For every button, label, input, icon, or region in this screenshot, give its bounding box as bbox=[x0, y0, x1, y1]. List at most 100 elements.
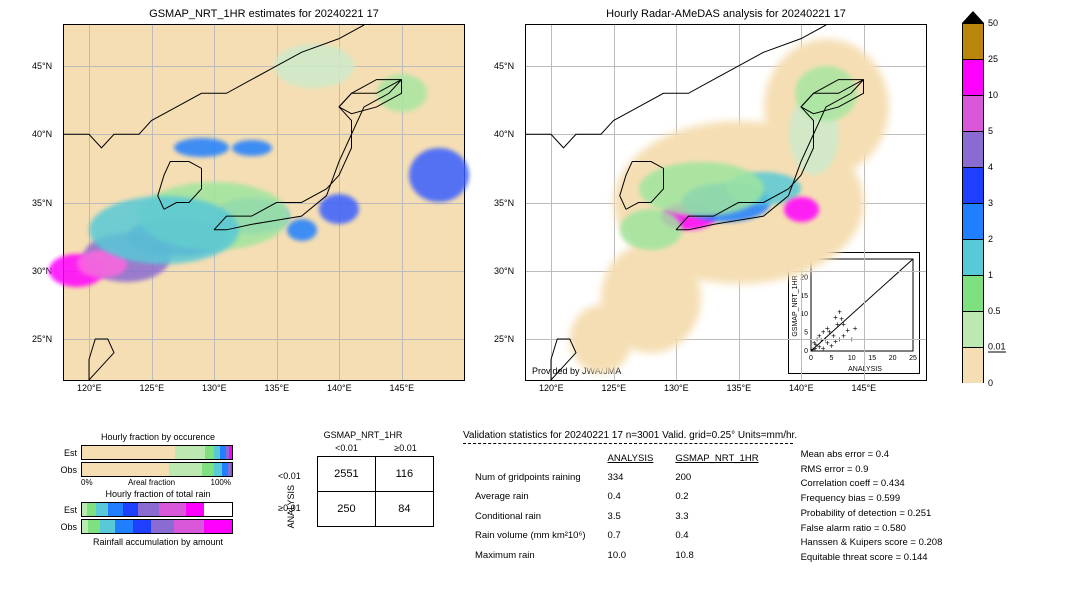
occurrence-title: Hourly fraction by occurence bbox=[53, 432, 263, 442]
totalrain-title: Hourly fraction of total rain bbox=[53, 489, 263, 499]
vstats-row-label: Average rain bbox=[465, 488, 596, 505]
vstats-hdr-0: ANALYSIS bbox=[598, 450, 664, 467]
vstats-cell-b: 10.8 bbox=[665, 546, 768, 563]
vstats-metrics: Mean abs error = 0.4RMS error = 0.9Corre… bbox=[801, 448, 943, 566]
frac-row-label: Est bbox=[53, 505, 77, 515]
xtick-label: 145°E bbox=[390, 383, 415, 393]
svg-text:0: 0 bbox=[804, 348, 808, 355]
vstats-table: ANALYSISGSMAP_NRT_1HR Num of gridpoints … bbox=[463, 448, 771, 566]
ytick-label: 25°N bbox=[494, 334, 514, 344]
svg-text:5: 5 bbox=[804, 330, 808, 337]
vstats-cell-b: 0.2 bbox=[665, 488, 768, 505]
svg-text:+: + bbox=[825, 324, 830, 333]
svg-text:+: + bbox=[821, 328, 826, 337]
matrix-table: 2551116 25084 bbox=[317, 456, 434, 527]
matrix-col-title: GSMAP_NRT_1HR bbox=[278, 430, 448, 440]
colorbar-label: 10 bbox=[988, 90, 998, 100]
vstats-cell-b: 0.4 bbox=[665, 527, 768, 544]
colorbar: 502510543210.50.010 bbox=[962, 23, 984, 383]
validation-stats: Validation statistics for 20240221 17 n=… bbox=[463, 430, 1072, 566]
vstats-metric: False alarm ratio = 0.580 bbox=[801, 522, 943, 537]
right-map-title: Hourly Radar-AMeDAS analysis for 2024022… bbox=[525, 8, 927, 20]
xtick-label: 120°E bbox=[77, 383, 102, 393]
matrix-cell-00: 2551 bbox=[317, 457, 375, 492]
vstats-cell-a: 0.7 bbox=[598, 527, 664, 544]
colorbar-arrow-icon bbox=[962, 11, 984, 23]
colorbar-label: 4 bbox=[988, 162, 993, 172]
divider bbox=[463, 443, 793, 444]
ytick-label: 35°N bbox=[32, 198, 52, 208]
ytick-label: 35°N bbox=[494, 198, 514, 208]
vstats-metric: Mean abs error = 0.4 bbox=[801, 448, 943, 463]
right-map: 00551010151520202525++++++++++++++++++++… bbox=[525, 24, 927, 381]
svg-text:+: + bbox=[837, 307, 842, 316]
vstats-cell-a: 334 bbox=[598, 469, 664, 486]
svg-text:10: 10 bbox=[848, 355, 856, 362]
left-map-panel: GSMAP_NRT_1HR estimates for 20240221 17 … bbox=[63, 8, 465, 403]
vstats-metric: Frequency bias = 0.599 bbox=[801, 492, 943, 507]
svg-text:ANALYSIS: ANALYSIS bbox=[848, 366, 882, 373]
xtick-label: 125°E bbox=[140, 383, 165, 393]
matrix-row-title: ANALYSIS bbox=[286, 485, 296, 528]
contingency-matrix: ANALYSIS GSMAP_NRT_1HR <0.01 ≥0.01 <0.01… bbox=[278, 430, 448, 566]
ytick-label: 45°N bbox=[32, 61, 52, 71]
xtick-label: 145°E bbox=[852, 383, 877, 393]
vstats-metric: Hanssen & Kuipers score = 0.208 bbox=[801, 536, 943, 551]
svg-text:0: 0 bbox=[809, 355, 813, 362]
left-map: 120°E125°E130°E135°E140°E145°E25°N30°N35… bbox=[63, 24, 465, 381]
vstats-metric: Correlation coeff = 0.434 bbox=[801, 477, 943, 492]
vstats-metric: Probability of detection = 0.251 bbox=[801, 507, 943, 522]
matrix-col-hdr-1: ≥0.01 bbox=[377, 442, 434, 454]
axis-max: 100% bbox=[211, 478, 231, 487]
vstats-title: Validation statistics for 20240221 17 n=… bbox=[463, 430, 1072, 441]
ytick-label: 40°N bbox=[494, 129, 514, 139]
colorbar-label: 25 bbox=[988, 54, 998, 64]
fraction-panel: Hourly fraction by occurence Est Obs 0% A… bbox=[53, 430, 263, 566]
matrix-cell-11: 84 bbox=[375, 492, 433, 527]
right-map-panel: Hourly Radar-AMeDAS analysis for 2024022… bbox=[525, 8, 927, 403]
vstats-row-label: Rain volume (mm km²10⁶) bbox=[465, 527, 596, 544]
colorbar-label: 5 bbox=[988, 126, 993, 136]
vstats-cell-b: 3.3 bbox=[665, 508, 768, 525]
occurrence-bars: Est Obs bbox=[53, 444, 263, 478]
vstats-metric: Equitable threat score = 0.144 bbox=[801, 551, 943, 566]
bottom-row: Hourly fraction by occurence Est Obs 0% A… bbox=[8, 430, 1072, 566]
vstats-cell-a: 10.0 bbox=[598, 546, 664, 563]
colorbar-label: 2 bbox=[988, 234, 993, 244]
svg-text:15: 15 bbox=[868, 355, 876, 362]
matrix-cell-01: 116 bbox=[375, 457, 433, 492]
svg-text:20: 20 bbox=[889, 355, 897, 362]
xtick-label: 135°E bbox=[265, 383, 290, 393]
vstats-row-label: Conditional rain bbox=[465, 508, 596, 525]
xtick-label: 135°E bbox=[727, 383, 752, 393]
top-row: GSMAP_NRT_1HR estimates for 20240221 17 … bbox=[8, 8, 1072, 403]
xtick-label: 125°E bbox=[602, 383, 627, 393]
xtick-label: 140°E bbox=[327, 383, 352, 393]
axis-min: 0% bbox=[81, 478, 93, 487]
totalrain-axis-title: Rainfall accumulation by amount bbox=[53, 537, 263, 547]
vstats-row-label: Maximum rain bbox=[465, 546, 596, 563]
svg-text:25: 25 bbox=[909, 355, 917, 362]
colorbar-label: 0.5 bbox=[988, 306, 1001, 316]
svg-text:+: + bbox=[845, 326, 850, 335]
ytick-label: 45°N bbox=[494, 61, 514, 71]
frac-row-label: Obs bbox=[53, 465, 77, 475]
left-map-title: GSMAP_NRT_1HR estimates for 20240221 17 bbox=[63, 8, 465, 20]
frac-row-label: Obs bbox=[53, 522, 77, 532]
vstats-cell-a: 3.5 bbox=[598, 508, 664, 525]
ytick-label: 25°N bbox=[32, 334, 52, 344]
occurrence-axis: 0% Areal fraction 100% bbox=[81, 478, 231, 487]
svg-text:+: + bbox=[841, 320, 846, 329]
vstats-metric: RMS error = 0.9 bbox=[801, 463, 943, 478]
vstats-cell-b: 200 bbox=[665, 469, 768, 486]
xtick-label: 130°E bbox=[664, 383, 689, 393]
svg-text:5: 5 bbox=[829, 355, 833, 362]
vstats-row-label: Num of gridpoints raining bbox=[465, 469, 596, 486]
ytick-label: 30°N bbox=[494, 266, 514, 276]
colorbar-label: 50 bbox=[988, 18, 998, 28]
xtick-label: 130°E bbox=[202, 383, 227, 393]
totalrain-bars: Est Obs bbox=[53, 501, 263, 535]
matrix-cell-10: 250 bbox=[317, 492, 375, 527]
svg-text:GSMAP_NRT_1HR: GSMAP_NRT_1HR bbox=[792, 275, 799, 336]
frac-row-label: Est bbox=[53, 448, 77, 458]
